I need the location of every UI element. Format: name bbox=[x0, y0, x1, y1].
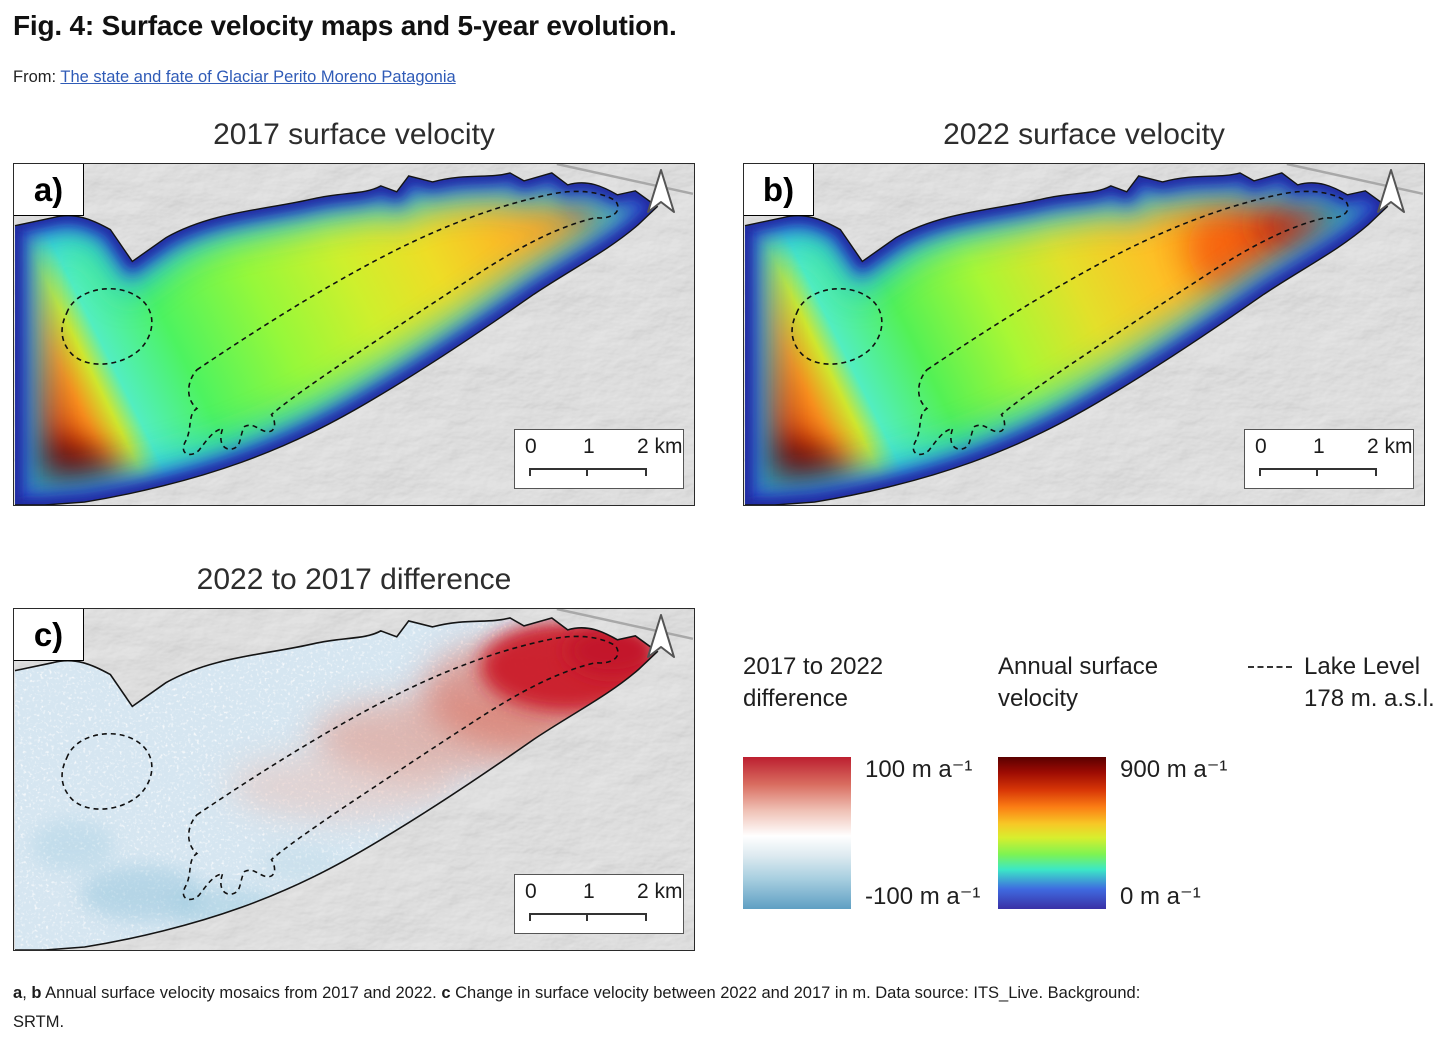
figure-title: Fig. 4: Surface velocity maps and 5-year… bbox=[13, 10, 677, 41]
panel-c-letter: c) bbox=[14, 609, 84, 661]
scale-bar: 0 1 2 km bbox=[1244, 429, 1414, 489]
caption-line2: SRTM. bbox=[13, 1012, 65, 1031]
panel-b: 2022 surface velocity bbox=[743, 117, 1425, 506]
glacier-outline bbox=[744, 172, 1389, 505]
north-arrow-icon bbox=[644, 168, 678, 226]
scale-bar: 0 1 2 km bbox=[514, 874, 684, 934]
caption-bold-a: a bbox=[13, 984, 23, 1002]
scale-label-1: 1 bbox=[1313, 435, 1325, 458]
diff-max-label: 100 m a⁻¹ bbox=[865, 755, 973, 783]
caption-separator: , bbox=[22, 984, 32, 1002]
scale-bar-line bbox=[1259, 468, 1377, 478]
north-arrow-icon bbox=[644, 613, 678, 671]
from-label: From: bbox=[13, 68, 57, 86]
source-line: From: The state and fate of Glaciar Peri… bbox=[13, 68, 1443, 87]
panel-b-title: 2022 surface velocity bbox=[943, 118, 1225, 151]
scale-label-1: 1 bbox=[583, 880, 595, 903]
panel-c-title: 2022 to 2017 difference bbox=[196, 563, 512, 596]
dashed-line-icon bbox=[1248, 666, 1292, 668]
lake-level-contours bbox=[791, 190, 1349, 456]
scale-label-0: 0 bbox=[525, 435, 537, 458]
source-article-link[interactable]: The state and fate of Glaciar Perito Mor… bbox=[60, 68, 456, 86]
figure-page: Fig. 4: Surface velocity maps and 5-year… bbox=[13, 10, 1443, 1037]
lake-level-legend: Lake Level 178 m. a.s.l. bbox=[1248, 651, 1443, 716]
scale-label-2km: 2 km bbox=[1367, 435, 1413, 458]
scale-label-2km: 2 km bbox=[637, 435, 683, 458]
velocity-colorbar-labels: 900 m a⁻¹ 0 m a⁻¹ bbox=[1120, 755, 1228, 910]
legend: 2017 to 2022 difference Annual surface v… bbox=[743, 562, 1443, 910]
panel-b-letter: b) bbox=[744, 164, 814, 216]
velocity-min-label: 0 m a⁻¹ bbox=[1120, 882, 1201, 910]
legend-headers: 2017 to 2022 difference Annual surface v… bbox=[743, 651, 1443, 716]
bottom-row: 2022 to 2017 difference bbox=[13, 562, 1443, 951]
glacier-outline bbox=[14, 617, 659, 950]
figure-caption: a, b Annual surface velocity mosaics fro… bbox=[13, 979, 1443, 1037]
panel-b-map: b) 0 1 2 km bbox=[743, 163, 1425, 506]
scale-bar: 0 1 2 km bbox=[514, 429, 684, 489]
caption-bold-b: b bbox=[31, 984, 42, 1002]
panel-a-title: 2017 surface velocity bbox=[213, 118, 495, 151]
scale-label-0: 0 bbox=[525, 880, 537, 903]
difference-colorbar-labels: 100 m a⁻¹ -100 m a⁻¹ bbox=[865, 755, 981, 910]
top-map-row: 2017 surface velocity bbox=[13, 117, 1443, 506]
velocity-colorbar-group: 900 m a⁻¹ 0 m a⁻¹ bbox=[998, 755, 1248, 910]
caption-bold-c: c bbox=[441, 984, 451, 1002]
panel-a-letter: a) bbox=[14, 164, 84, 216]
scale-label-2km: 2 km bbox=[637, 880, 683, 903]
caption-text-ab: Annual surface velocity mosaics from 201… bbox=[41, 984, 442, 1002]
panel-c: 2022 to 2017 difference bbox=[13, 562, 695, 951]
diff-min-label: -100 m a⁻¹ bbox=[865, 882, 981, 910]
scale-bar-line bbox=[529, 913, 647, 923]
velocity-colorbar bbox=[998, 756, 1106, 909]
north-arrow-icon bbox=[1374, 168, 1408, 226]
caption-text-c: Change in surface velocity between 2022 … bbox=[450, 984, 1141, 1002]
scale-label-1: 1 bbox=[583, 435, 595, 458]
lake-level-line2: 178 m. a.s.l. bbox=[1304, 685, 1435, 713]
scale-bar-line bbox=[529, 468, 647, 478]
glacier-outline bbox=[14, 172, 659, 505]
velocity-max-label: 900 m a⁻¹ bbox=[1120, 755, 1228, 783]
panel-a: 2017 surface velocity bbox=[13, 117, 695, 506]
difference-colorbar-group: 100 m a⁻¹ -100 m a⁻¹ bbox=[743, 755, 998, 910]
velocity-legend-title: Annual surface velocity bbox=[998, 653, 1159, 713]
diff-legend-title: 2017 to 2022 difference bbox=[743, 653, 884, 713]
lake-level-label: Lake Level 178 m. a.s.l. bbox=[1304, 651, 1435, 716]
panel-a-map: a) 0 1 2 km bbox=[13, 163, 695, 506]
lake-level-contours bbox=[61, 635, 619, 901]
difference-colorbar bbox=[743, 756, 851, 909]
panel-c-map: c) 0 1 2 km bbox=[13, 608, 695, 951]
lake-level-line1: Lake Level bbox=[1304, 653, 1421, 680]
scale-label-0: 0 bbox=[1255, 435, 1267, 458]
lake-level-contours bbox=[61, 190, 619, 456]
legend-colorbars: 100 m a⁻¹ -100 m a⁻¹ 900 m a⁻¹ 0 m a⁻¹ bbox=[743, 755, 1443, 910]
